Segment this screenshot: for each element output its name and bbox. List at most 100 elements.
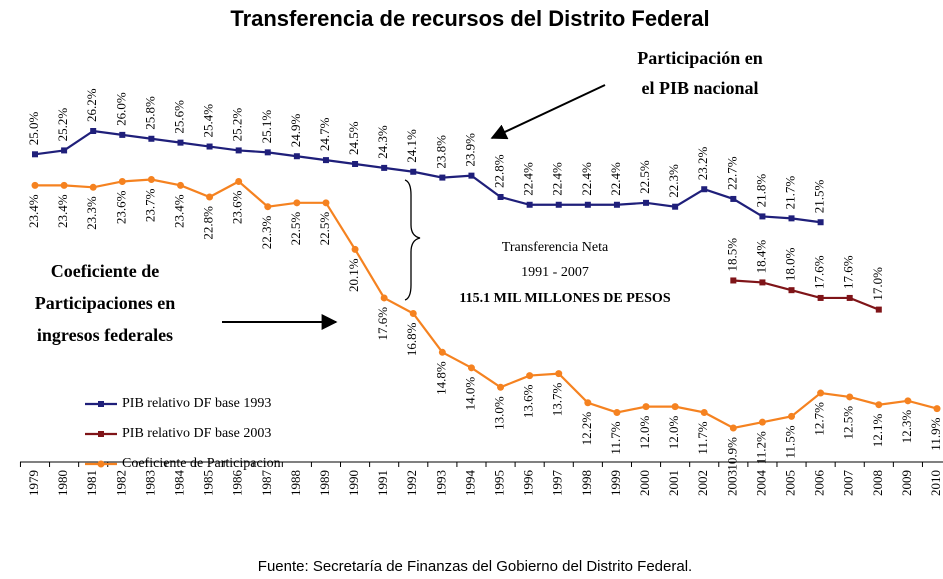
marker: [729, 424, 737, 432]
marker: [206, 143, 213, 150]
data-label: 12.5%: [841, 406, 856, 440]
marker: [730, 195, 737, 202]
marker: [264, 203, 272, 211]
marker: [526, 201, 533, 208]
marker: [904, 397, 912, 405]
data-label: 22.7%: [724, 156, 739, 190]
annotation: Transferencia Neta: [502, 240, 609, 255]
annotation: 115.1 MIL MILLONES DE PESOS: [459, 291, 670, 306]
x-tick-label: 1992: [404, 470, 419, 496]
data-label: 24.3%: [375, 125, 390, 159]
marker: [322, 157, 329, 164]
x-tick-label: 2004: [753, 470, 768, 497]
data-label: 23.8%: [433, 135, 448, 169]
data-label: 18.4%: [753, 240, 768, 274]
marker: [467, 364, 475, 372]
marker: [438, 348, 446, 356]
data-label: 23.9%: [462, 133, 477, 167]
marker: [613, 201, 620, 208]
x-tick-label: 2001: [666, 470, 681, 496]
marker: [148, 135, 155, 142]
data-label: 23.2%: [695, 146, 710, 180]
data-label: 17.6%: [375, 307, 390, 341]
x-tick-label: 1981: [84, 470, 99, 496]
data-label: 11.7%: [608, 421, 623, 454]
x-tick-label: 1997: [550, 470, 565, 497]
data-label: 21.7%: [783, 176, 798, 210]
source: Fuente: Secretaría de Finanzas del Gobie…: [258, 558, 692, 575]
marker: [409, 309, 417, 317]
data-label: 25.8%: [142, 96, 157, 130]
annotation: Participaciones en: [35, 293, 175, 313]
data-label: 22.4%: [579, 162, 594, 196]
marker: [613, 408, 621, 416]
marker: [235, 147, 242, 154]
marker: [468, 172, 475, 179]
data-label: 14.8%: [433, 361, 448, 395]
x-tick-label: 1996: [521, 470, 536, 497]
x-tick-label: 2009: [899, 470, 914, 496]
data-label: 23.6%: [113, 190, 128, 224]
data-label: 12.7%: [812, 402, 827, 436]
data-label: 17.0%: [870, 267, 885, 301]
data-label: 11.7%: [695, 421, 710, 454]
marker: [846, 393, 854, 401]
data-label: 25.0%: [26, 112, 41, 146]
data-label: 25.1%: [259, 110, 274, 144]
marker: [380, 294, 388, 302]
marker: [381, 164, 388, 171]
x-tick-label: 2003: [724, 470, 739, 496]
x-tick-label: 1979: [26, 470, 41, 496]
data-label: 18.5%: [724, 238, 739, 272]
data-label: 11.9%: [928, 417, 943, 450]
marker: [206, 193, 214, 201]
marker: [555, 370, 563, 378]
x-tick-label: 1980: [55, 470, 70, 496]
annotation: Coeficiente de: [51, 261, 159, 281]
x-tick-label: 2006: [812, 470, 827, 497]
marker: [933, 405, 941, 413]
marker: [322, 199, 330, 207]
marker: [758, 418, 766, 426]
legend-marker: [98, 401, 104, 407]
x-tick-label: 1983: [142, 470, 157, 496]
marker: [293, 153, 300, 160]
data-label: 25.2%: [230, 108, 245, 142]
marker: [555, 201, 562, 208]
marker: [584, 201, 591, 208]
marker: [700, 408, 708, 416]
data-label: 23.6%: [230, 190, 245, 224]
x-tick-label: 1994: [462, 470, 477, 497]
brace: [404, 179, 421, 301]
x-tick-label: 1987: [259, 470, 274, 497]
x-tick-label: 2005: [783, 470, 798, 496]
marker: [526, 372, 534, 380]
marker: [60, 181, 68, 189]
marker: [264, 149, 271, 156]
data-label: 23.3%: [84, 196, 99, 230]
marker: [730, 277, 737, 284]
marker: [89, 183, 97, 191]
marker: [119, 131, 126, 138]
data-label: 23.4%: [171, 194, 186, 228]
data-label: 12.3%: [899, 410, 914, 444]
data-label: 24.9%: [288, 113, 303, 147]
legend-label: Coeficiente de Participacion: [122, 456, 281, 471]
data-label: 26.2%: [84, 88, 99, 122]
marker: [759, 279, 766, 286]
marker: [817, 294, 824, 301]
data-label: 23.4%: [26, 194, 41, 228]
data-label: 16.8%: [404, 322, 419, 356]
chart-title: Transferencia de recursos del Distrito F…: [230, 6, 709, 31]
marker: [497, 383, 505, 391]
x-tick-label: 2007: [841, 470, 856, 497]
x-tick-label: 1985: [201, 470, 216, 496]
data-label: 22.3%: [666, 164, 681, 198]
data-label: 13.6%: [521, 384, 536, 418]
data-label: 22.3%: [259, 216, 274, 250]
data-label: 12.0%: [637, 415, 652, 449]
marker: [584, 399, 592, 407]
arrow: [490, 84, 606, 140]
marker: [672, 203, 679, 210]
marker: [846, 294, 853, 301]
